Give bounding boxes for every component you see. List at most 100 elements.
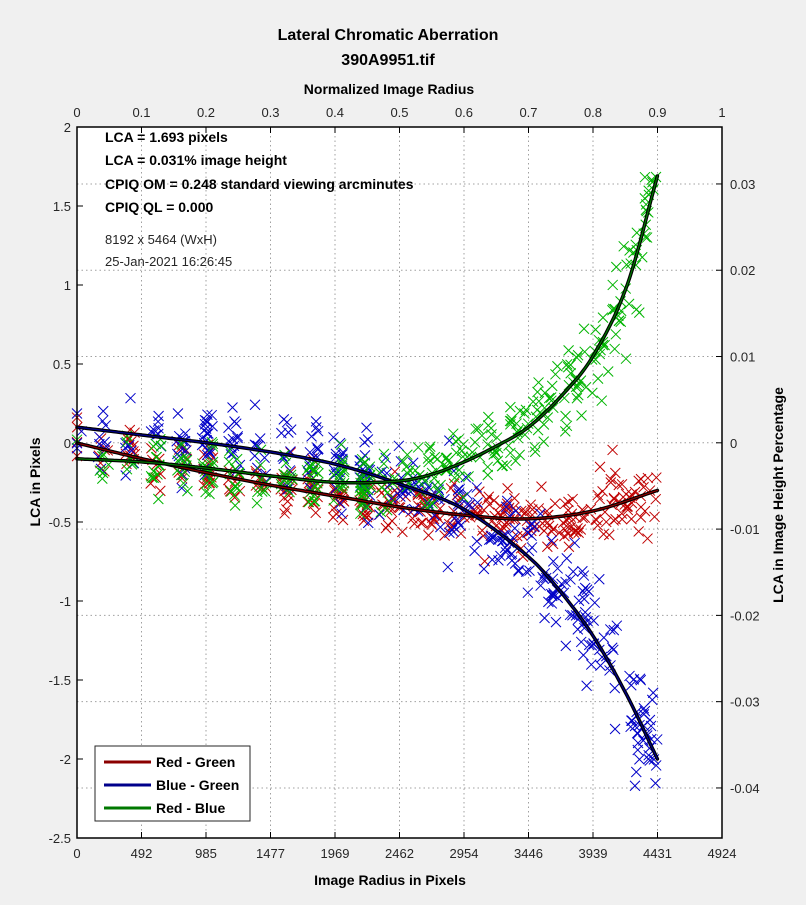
y2-tick-label: -0.04 <box>730 781 760 796</box>
x2-tick-label: 0.9 <box>648 105 666 120</box>
scatter-point <box>382 487 394 498</box>
scatter-point <box>380 452 392 464</box>
scatter-point <box>635 501 647 513</box>
scatter-point <box>557 517 569 529</box>
x-tick-label: 1477 <box>256 846 285 861</box>
scatter-point <box>639 705 651 717</box>
legend: Red - Green Blue - Green Red - Blue <box>94 745 251 822</box>
scatter-points <box>71 171 663 792</box>
scatter-point <box>649 511 660 523</box>
scatter-point <box>394 491 406 502</box>
scatter-point <box>565 522 577 533</box>
y-tick-label: -2 <box>59 752 71 767</box>
scatter-point <box>519 507 531 519</box>
scatter-point <box>283 427 294 438</box>
scatter-point <box>444 527 455 539</box>
x2-tick-label: 0 <box>73 105 80 120</box>
right-axis-label: LCA in Image Height Percentage <box>770 387 786 603</box>
scatter-point <box>567 566 579 577</box>
scatter-point <box>154 485 166 497</box>
scatter-point <box>409 465 421 476</box>
scatter-point <box>469 545 480 557</box>
scatter-point <box>223 456 235 468</box>
scatter-point <box>607 279 619 291</box>
scatter-point <box>496 460 508 472</box>
scatter-point <box>547 402 559 414</box>
scatter-point <box>179 428 191 439</box>
scatter-point <box>597 312 609 323</box>
scatter-point <box>642 472 654 484</box>
x-tick-label: 4431 <box>643 846 672 861</box>
scatter-point <box>563 541 575 553</box>
x2-tick-label: 0.6 <box>455 105 473 120</box>
scatter-point <box>522 587 534 599</box>
scatter-point <box>439 530 450 541</box>
scatter-point <box>393 440 405 452</box>
x-tick-label: 3446 <box>514 846 543 861</box>
annotation-datetime: 25-Jan-2021 16:26:45 <box>105 254 232 269</box>
scatter-point <box>204 488 215 500</box>
scatter-point <box>448 521 460 533</box>
scatter-point <box>536 481 547 492</box>
x-tick-label: 3939 <box>579 846 608 861</box>
scatter-point <box>382 519 394 531</box>
scatter-point <box>429 451 441 463</box>
scatter-point <box>623 298 635 310</box>
scatter-point <box>607 444 618 456</box>
x2-tick-label: 0.2 <box>197 105 215 120</box>
scatter-point <box>478 563 490 575</box>
y2-tick-label: 0.03 <box>730 177 755 192</box>
annotation-dimensions: 8192 x 5464 (WxH) <box>105 232 217 247</box>
chart-title: Lateral Chromatic Aberration <box>278 27 499 44</box>
scatter-point <box>520 566 532 578</box>
legend-label-red-blue: Red - Blue <box>156 800 225 816</box>
scatter-point <box>538 525 550 537</box>
y2-tick-label: -0.02 <box>730 608 760 623</box>
scatter-point <box>404 464 416 476</box>
scatter-point <box>592 373 604 384</box>
scatter-point <box>385 493 397 504</box>
scatter-point <box>568 527 580 538</box>
x2-tick-label: 0.4 <box>326 105 344 120</box>
scatter-point <box>539 387 551 399</box>
scatter-point <box>445 482 457 494</box>
scatter-point <box>361 422 372 434</box>
scatter-point <box>615 316 627 328</box>
scatter-point <box>602 366 614 377</box>
y-tick-label: -1.5 <box>49 673 71 688</box>
annotations: LCA = 1.693 pixels LCA = 0.031% image he… <box>105 129 414 269</box>
scatter-point <box>333 453 345 465</box>
scatter-point <box>533 395 545 407</box>
scatter-point <box>552 563 564 574</box>
scatter-point <box>456 445 468 457</box>
scatter-point <box>506 555 518 566</box>
x-tick-label: 2954 <box>450 846 479 861</box>
scatter-point <box>560 410 571 422</box>
scatter-point <box>550 616 562 628</box>
y-tick-label: 2 <box>64 120 71 135</box>
scatter-point <box>603 529 615 541</box>
scatter-point <box>592 520 604 531</box>
scatter-point <box>401 449 413 461</box>
scatter-point <box>427 498 438 509</box>
scatter-point <box>486 428 497 440</box>
scatter-point <box>626 513 637 525</box>
scatter-point <box>632 728 644 739</box>
scatter-point <box>336 508 347 520</box>
scatter-point <box>442 455 454 467</box>
scatter-point <box>642 533 653 544</box>
x-tick-label: 985 <box>195 846 217 861</box>
scatter-point <box>357 458 369 469</box>
scatter-point <box>577 565 588 577</box>
scatter-point <box>207 420 218 432</box>
scatter-point <box>634 754 645 765</box>
scatter-point <box>547 523 559 535</box>
scatter-point <box>563 496 574 508</box>
annotation-lca-pixels: LCA = 1.693 pixels <box>105 129 228 145</box>
scatter-point <box>610 261 622 273</box>
scatter-point <box>631 303 642 315</box>
scatter-point <box>499 519 511 531</box>
scatter-point <box>613 479 625 491</box>
scatter-point <box>529 441 541 453</box>
